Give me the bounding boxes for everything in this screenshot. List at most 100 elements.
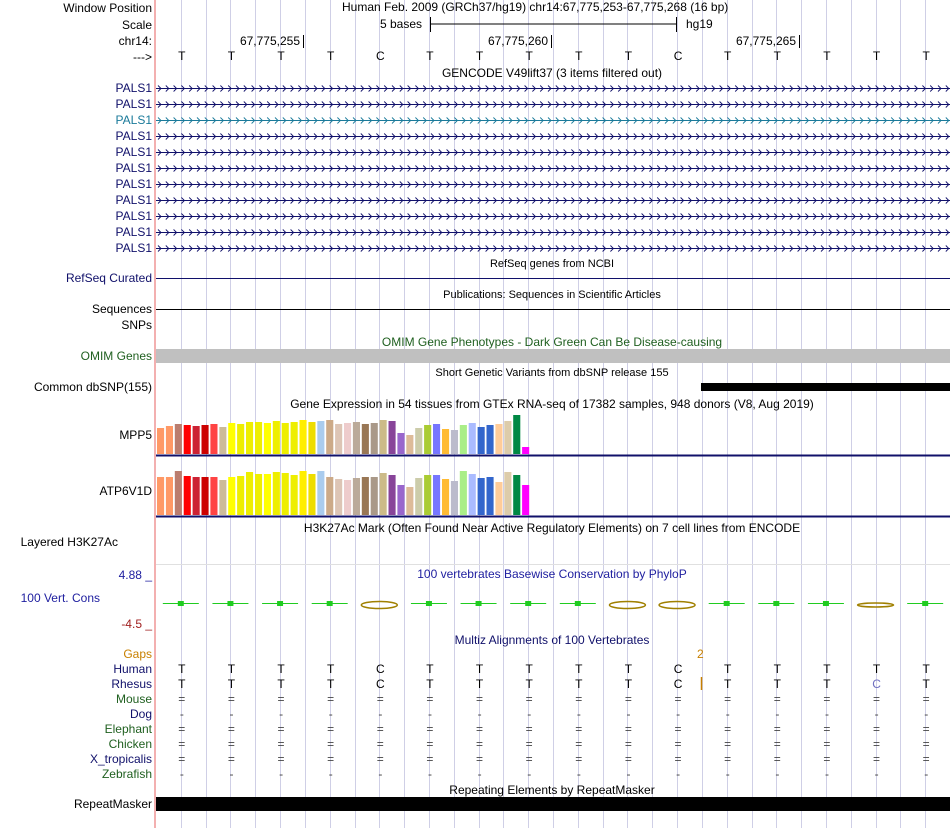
gtex-mpp5-bar bbox=[165, 426, 173, 454]
common-dbsnp-track-label[interactable]: Common dbSNP(155) bbox=[33, 380, 152, 394]
gtex-mpp5-bar bbox=[415, 428, 423, 454]
h3k27ac-title: H3K27Ac Mark (Often Found Near Active Re… bbox=[303, 521, 801, 535]
phylop-negative-mark bbox=[658, 600, 696, 610]
omim-track-label[interactable]: OMIM Genes bbox=[80, 349, 152, 363]
gtex-atp6v1d-bar bbox=[326, 477, 334, 515]
alignment-base: = bbox=[575, 692, 583, 706]
repeatmasker-track-label[interactable]: RepeatMasker bbox=[73, 797, 152, 811]
alignment-base: - bbox=[279, 707, 284, 721]
alignment-base: - bbox=[527, 767, 532, 781]
alignment-base: - bbox=[328, 767, 333, 781]
alignment-base: = bbox=[178, 692, 186, 706]
alignment-base: = bbox=[178, 752, 186, 766]
alignment-base: T bbox=[227, 677, 236, 691]
gtex-atp6v1d-bar bbox=[290, 475, 298, 515]
gtex-mpp5-bar bbox=[192, 426, 200, 454]
alignment-base: = bbox=[624, 737, 632, 751]
alignment-base: T bbox=[525, 662, 533, 676]
gtex-atp6v1d-bar bbox=[335, 479, 343, 515]
refseq-track-label[interactable]: RefSeq Curated bbox=[65, 271, 152, 285]
phylop-point bbox=[574, 601, 581, 606]
alignment-base: = bbox=[277, 752, 285, 766]
gencode-row-label: PALS1 bbox=[115, 209, 152, 223]
alignment-base: - bbox=[576, 707, 581, 721]
alignment-base: - bbox=[427, 767, 432, 781]
gtex-atp6v1d-bar bbox=[281, 473, 289, 515]
alignment-base: C bbox=[673, 662, 683, 676]
alignment-base: = bbox=[476, 737, 484, 751]
gencode-title: GENCODE V49lift37 (3 items filtered out) bbox=[441, 66, 663, 80]
alignment-base: = bbox=[227, 752, 235, 766]
alignment-base: = bbox=[525, 752, 533, 766]
gtex-atp6v1d-bar bbox=[468, 474, 476, 515]
alignment-base: T bbox=[922, 662, 930, 676]
gtex-mpp5-bar bbox=[326, 420, 334, 454]
alignment-base: = bbox=[724, 737, 732, 751]
alignment-base: = bbox=[376, 737, 384, 751]
gtex-mpp5-bar bbox=[183, 425, 191, 454]
assembly-position: Human Feb. 2009 (GRCh37/hg19) chr14:67,7… bbox=[342, 0, 729, 14]
alignment-base: T bbox=[178, 662, 186, 676]
base-letter: C bbox=[673, 49, 683, 63]
base-letter: T bbox=[327, 49, 335, 63]
alignment-base: - bbox=[179, 767, 184, 781]
alignment-base: = bbox=[376, 752, 384, 766]
gtex-atp6v1d-bar bbox=[442, 479, 450, 515]
alignment-base: = bbox=[476, 692, 484, 706]
base-letter: T bbox=[872, 49, 881, 63]
gtex-mpp5-label[interactable]: MPP5 bbox=[119, 428, 152, 442]
gtex-mpp5-bar bbox=[442, 429, 450, 454]
alignment-base: = bbox=[624, 722, 632, 736]
gtex-atp6v1d-bar bbox=[388, 475, 396, 515]
base-grid bbox=[156, 0, 950, 828]
base-letter: T bbox=[773, 49, 781, 63]
alignment-base: T bbox=[922, 677, 930, 691]
alignment-base: = bbox=[773, 722, 781, 736]
gtex-mpp5-bar bbox=[272, 421, 280, 454]
alignment-base: = bbox=[376, 722, 384, 736]
gtex-mpp5-bar bbox=[424, 425, 432, 454]
gtex-atp6v1d-bar bbox=[504, 472, 512, 515]
dbsnp-variant-bar bbox=[701, 383, 950, 391]
label-divider bbox=[154, 0, 156, 828]
h3k27ac-track-label[interactable]: Layered H3K27Ac bbox=[20, 535, 118, 549]
alignment-base: = bbox=[724, 752, 732, 766]
alignment-base: - bbox=[477, 707, 482, 721]
alignment-base: T bbox=[773, 677, 781, 691]
alignment-base: T bbox=[277, 662, 285, 676]
phylop-min-label: -4.5 _ bbox=[121, 617, 152, 631]
alignment-base: = bbox=[674, 737, 682, 751]
alignment-base: T bbox=[475, 662, 484, 676]
alignment-base: = bbox=[873, 752, 881, 766]
alignment-base: = bbox=[724, 692, 732, 706]
gtex-mpp5-bar bbox=[317, 421, 325, 454]
phylop-point bbox=[525, 601, 532, 606]
alignment-base: = bbox=[525, 722, 533, 736]
alignment-base: = bbox=[178, 737, 186, 751]
alignment-base: - bbox=[775, 767, 780, 781]
alignment-base: = bbox=[773, 737, 781, 751]
snps-track-label[interactable]: SNPs bbox=[121, 318, 152, 332]
track-image[interactable]: Human Feb. 2009 (GRCh37/hg19) chr14:67,7… bbox=[156, 0, 950, 828]
alignment-base: T bbox=[327, 662, 335, 676]
gtex-atp6v1d-bar bbox=[165, 477, 173, 515]
gencode-strand-chevrons bbox=[157, 197, 950, 204]
gtex-atp6v1d-label[interactable]: ATP6V1D bbox=[99, 484, 152, 498]
gtex-atp6v1d-bar bbox=[272, 472, 280, 515]
gtex-atp6v1d-bar bbox=[486, 477, 494, 515]
alignment-base: T bbox=[624, 677, 633, 691]
alignment-base: T bbox=[872, 662, 881, 676]
sequences-track-label[interactable]: Sequences bbox=[91, 302, 152, 316]
gtex-mpp5-bar bbox=[299, 420, 307, 454]
gtex-atp6v1d-bar bbox=[344, 480, 352, 515]
alignment-base: T bbox=[624, 662, 633, 676]
base-letter: T bbox=[724, 49, 732, 63]
gtex-mpp5-bar bbox=[308, 422, 316, 454]
cons-track-label[interactable]: 100 Vert. Cons bbox=[20, 591, 100, 605]
gencode-row-label: PALS1 bbox=[115, 81, 152, 95]
repeatmasker-title: Repeating Elements by RepeatMasker bbox=[449, 783, 655, 797]
alignment-base: = bbox=[476, 752, 484, 766]
base-letter: T bbox=[823, 49, 831, 63]
alignment-base: - bbox=[378, 767, 383, 781]
gencode-strand-chevrons bbox=[157, 229, 950, 236]
